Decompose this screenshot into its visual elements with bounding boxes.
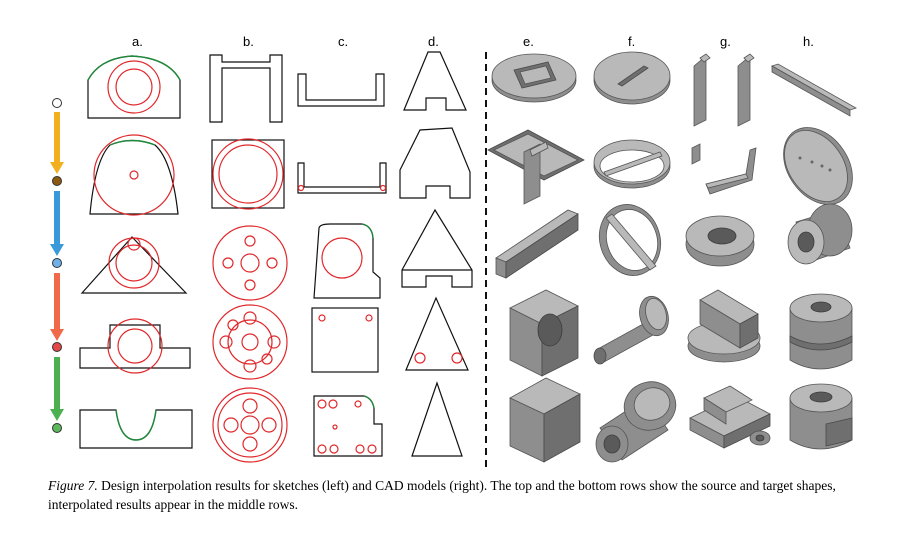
cad-h-row3 [787,203,853,265]
sketch-a-row3 [80,236,188,294]
col-label-d: d. [428,34,439,49]
sketch-b-row5 [212,387,288,463]
sketch-c-row2 [297,162,387,194]
cad-f-row3 [598,204,662,276]
arrow-yellow [50,112,64,174]
cad-h-row5 [789,383,853,450]
sketch-b-row1 [209,54,283,123]
caption-text: Design interpolation results for sketche… [48,478,836,512]
cad-f-row2 [593,139,671,189]
sketch-b-row3 [212,225,288,301]
cad-h-row2 [783,127,853,205]
cad-e-row1 [491,53,577,103]
cad-f-row4 [593,295,669,365]
cad-e-row2 [487,129,585,205]
cad-f-row5 [595,381,677,463]
sketch-c-row1 [297,73,385,107]
sketch-d-row2 [399,127,471,199]
sketch-a-row1 [87,55,181,119]
cad-h-row1 [771,63,857,117]
interp-dot-3 [52,342,62,352]
col-label-h: h. [803,34,814,49]
sketch-c-row5 [313,395,383,457]
sketch-d-row4 [405,296,469,371]
interp-dot-1 [52,176,62,186]
sketch-c-row3 [313,223,381,299]
interp-dot-2 [52,258,62,268]
cad-g-row2 [691,143,757,195]
col-label-f: f. [628,34,635,49]
cad-h-row4 [789,293,853,370]
figure-caption: Figure 7. Design interpolation results f… [48,476,888,514]
cad-e-row3 [495,209,579,279]
sketch-b-row2 [211,138,285,210]
sketch-d-row3 [401,208,473,288]
cad-e-row5 [509,377,581,463]
cad-g-row5 [689,385,771,449]
sketch-b-row4 [212,304,288,380]
sketch-a-row5 [79,409,193,449]
col-label-c: c. [338,34,348,49]
sketch-c-row4 [311,307,379,373]
sketch-d-row5 [411,381,463,457]
figure-label: Figure 7. [48,478,98,493]
cad-e-row4 [509,289,579,377]
sketch-a-row2 [89,134,179,216]
source-dot [52,98,62,108]
cad-g-row3 [685,215,755,267]
col-label-g: g. [720,34,731,49]
arrow-red [50,273,64,341]
cad-g-row1 [693,53,755,127]
target-dot [52,423,62,433]
sketch-a-row4 [79,318,191,374]
cad-f-row1 [593,51,671,105]
col-label-e: e. [523,34,534,49]
col-label-b: b. [243,34,254,49]
col-label-a: a. [132,34,143,49]
sketch-d-row1 [403,51,467,111]
arrow-green [50,357,64,421]
column-labels: a. b. c. d. e. f. g. h. [132,34,814,49]
progression-indicator [50,98,64,433]
cad-g-row4 [687,289,761,363]
arrow-blue [50,191,64,256]
